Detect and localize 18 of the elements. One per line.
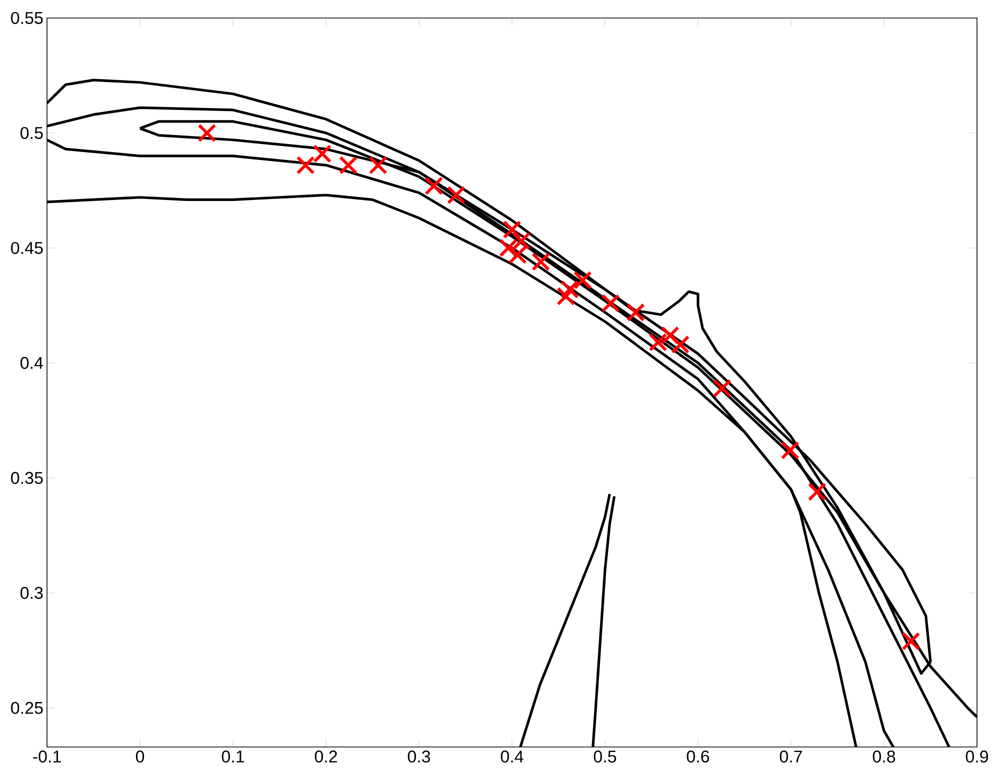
- x-tick-label: 0.9: [966, 750, 988, 763]
- y-tick-label: 0.5: [20, 126, 43, 140]
- x-tick-label: 0.7: [780, 750, 802, 763]
- x-tick-label: 0.8: [872, 750, 896, 763]
- x-tick-label: -0.1: [33, 750, 61, 763]
- y-tick-label: 0.25: [11, 702, 43, 714]
- y-tick-label: 0.55: [11, 12, 43, 24]
- x-tick-label: 0.2: [314, 750, 337, 763]
- x-tick-label: 0: [136, 750, 144, 763]
- x-tick-label: 0.4: [500, 750, 524, 763]
- x-tick-label: 0.1: [222, 750, 244, 763]
- x-tick-label: 0.5: [594, 750, 616, 763]
- y-tick-label: 0.45: [11, 242, 43, 254]
- y-tick-label: 0.3: [20, 586, 43, 599]
- y-tick-label: 0.35: [11, 472, 43, 484]
- x-tick-label: 0.6: [686, 750, 710, 763]
- x-tick-label: 0.3: [408, 750, 430, 763]
- y-tick-label: 0.4: [20, 356, 43, 369]
